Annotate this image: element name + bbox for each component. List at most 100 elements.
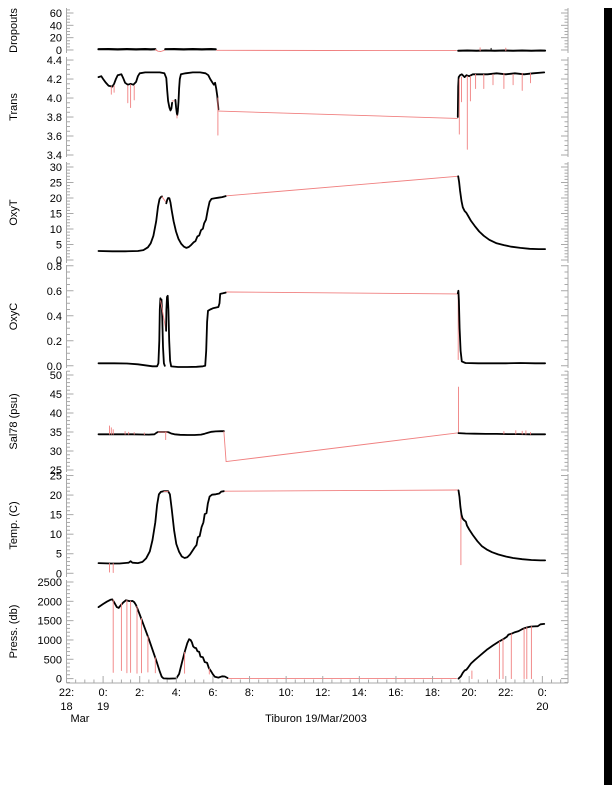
y-tick-label: 60	[50, 8, 62, 20]
x-tick-label: 8:	[245, 687, 254, 699]
panel-temp: 0 5 10 15 20 25 Temp. (C)	[8, 471, 569, 580]
series-black	[97, 71, 174, 112]
y-tick-label: 40	[50, 20, 62, 32]
x-tick-label: 18:	[425, 687, 440, 699]
y-tick-label: 20	[50, 33, 62, 45]
x-tick-label: 22:	[498, 687, 513, 699]
y-tick-label: 0.0	[47, 361, 62, 373]
y-tick-label: 0.6	[47, 286, 62, 298]
y-tick-label: 1000	[38, 635, 62, 647]
panel-ylabel: OxyC	[8, 303, 20, 331]
series-black	[457, 623, 546, 680]
y-tick-label: 25	[50, 177, 62, 189]
x-date-label: 19	[97, 701, 109, 713]
y-tick-label: 45	[50, 389, 62, 401]
panel-series	[97, 598, 546, 680]
y-tick-label: 3.6	[47, 131, 62, 143]
y-tick-label: 25	[50, 471, 62, 483]
series-black	[457, 489, 546, 562]
y-tick-label: 4.4	[47, 55, 62, 67]
series-black	[97, 297, 166, 368]
y-tick-label: 0	[56, 568, 62, 580]
x-tick-label: 16:	[388, 687, 403, 699]
series-black	[456, 289, 546, 365]
x-tick-label: 12:	[315, 687, 330, 699]
panel-series	[97, 47, 547, 52]
x-tick-label: 10:	[278, 687, 293, 699]
y-tick-label: 20	[50, 193, 62, 205]
y-tick-label: 30	[50, 162, 62, 174]
y-tick-label: 4.0	[47, 93, 62, 105]
panel-axes	[66, 370, 569, 472]
panel-series	[97, 289, 546, 368]
panel-axes	[66, 580, 569, 683]
panel-oxyc: 0.0 0.2 0.4 0.6 0.8 OxyC	[8, 261, 569, 373]
y-tick-label: 5	[56, 239, 62, 251]
series-black	[97, 195, 163, 253]
series-red	[160, 300, 167, 332]
panel-axes	[66, 162, 569, 263]
panel-sal78: 25 30 35 40 45 50 Sal78 (psu)	[8, 370, 569, 477]
y-tick-label: 25	[50, 465, 62, 477]
x-tick-label: 20:	[462, 687, 477, 699]
y-tick-label: 30	[50, 446, 62, 458]
y-tick-label: 0.8	[47, 261, 62, 273]
series-black	[174, 71, 220, 116]
panel-oxyt: 0 5 10 15 20 25 30 OxyT	[8, 162, 569, 267]
y-tick-label: 2000	[38, 596, 62, 608]
y-tick-label: 3.8	[47, 112, 62, 124]
y-tick-label: 0	[56, 674, 62, 686]
y-tick-label: 4.2	[47, 74, 62, 86]
series-black	[97, 430, 225, 436]
series-black	[457, 432, 546, 436]
series-black	[97, 598, 229, 680]
panel-series	[97, 386, 546, 463]
x-month-label: Mar	[71, 713, 90, 725]
y-tick-label: 0.4	[47, 311, 62, 323]
series-red	[226, 175, 458, 197]
panel-axes	[66, 8, 569, 53]
y-tick-label: 500	[44, 654, 62, 666]
series-black	[165, 291, 227, 368]
panel-axes	[66, 57, 569, 157]
series-black	[457, 175, 546, 251]
y-tick-label: 15	[50, 208, 62, 220]
panel-series	[97, 71, 546, 150]
x-tick-label: 6:	[208, 687, 217, 699]
x-tick-label: 4:	[172, 687, 181, 699]
y-tick-label: 15	[50, 510, 62, 522]
series-red	[218, 110, 458, 119]
series-black	[165, 195, 227, 249]
panel-ylabel: Trans	[8, 93, 20, 121]
x-date-label: 18	[60, 701, 72, 713]
series-red	[226, 291, 458, 295]
panel-series	[97, 489, 546, 573]
panel-ylabel: Press. (db)	[8, 605, 20, 659]
y-tick-label: 1500	[38, 616, 62, 628]
x-tick-label: 22:	[59, 687, 74, 699]
panel-axes	[66, 265, 569, 368]
x-tick-label: 2:	[135, 687, 144, 699]
series-red	[223, 431, 458, 463]
window-background-band	[604, 8, 612, 785]
x-tick-label: 14:	[352, 687, 367, 699]
y-tick-label: 10	[50, 224, 62, 236]
y-tick-label: 50	[50, 370, 62, 382]
x-date-label: 20	[536, 701, 548, 713]
y-tick-label: 40	[50, 408, 62, 420]
y-tick-label: 0	[56, 255, 62, 267]
plot-title: Tiburon 19/Mar/2003	[265, 713, 367, 725]
y-tick-label: 10	[50, 529, 62, 541]
y-tick-label: 20	[50, 490, 62, 502]
series-black	[456, 71, 546, 118]
y-tick-label: 35	[50, 427, 62, 439]
y-tick-label: 0	[56, 45, 62, 57]
panel-ylabel: Temp. (C)	[8, 501, 20, 549]
series-black	[97, 490, 225, 565]
y-tick-label: 5	[56, 549, 62, 561]
panel-ylabel: Dropouts	[8, 8, 20, 53]
y-tick-label: 0.2	[47, 336, 62, 348]
